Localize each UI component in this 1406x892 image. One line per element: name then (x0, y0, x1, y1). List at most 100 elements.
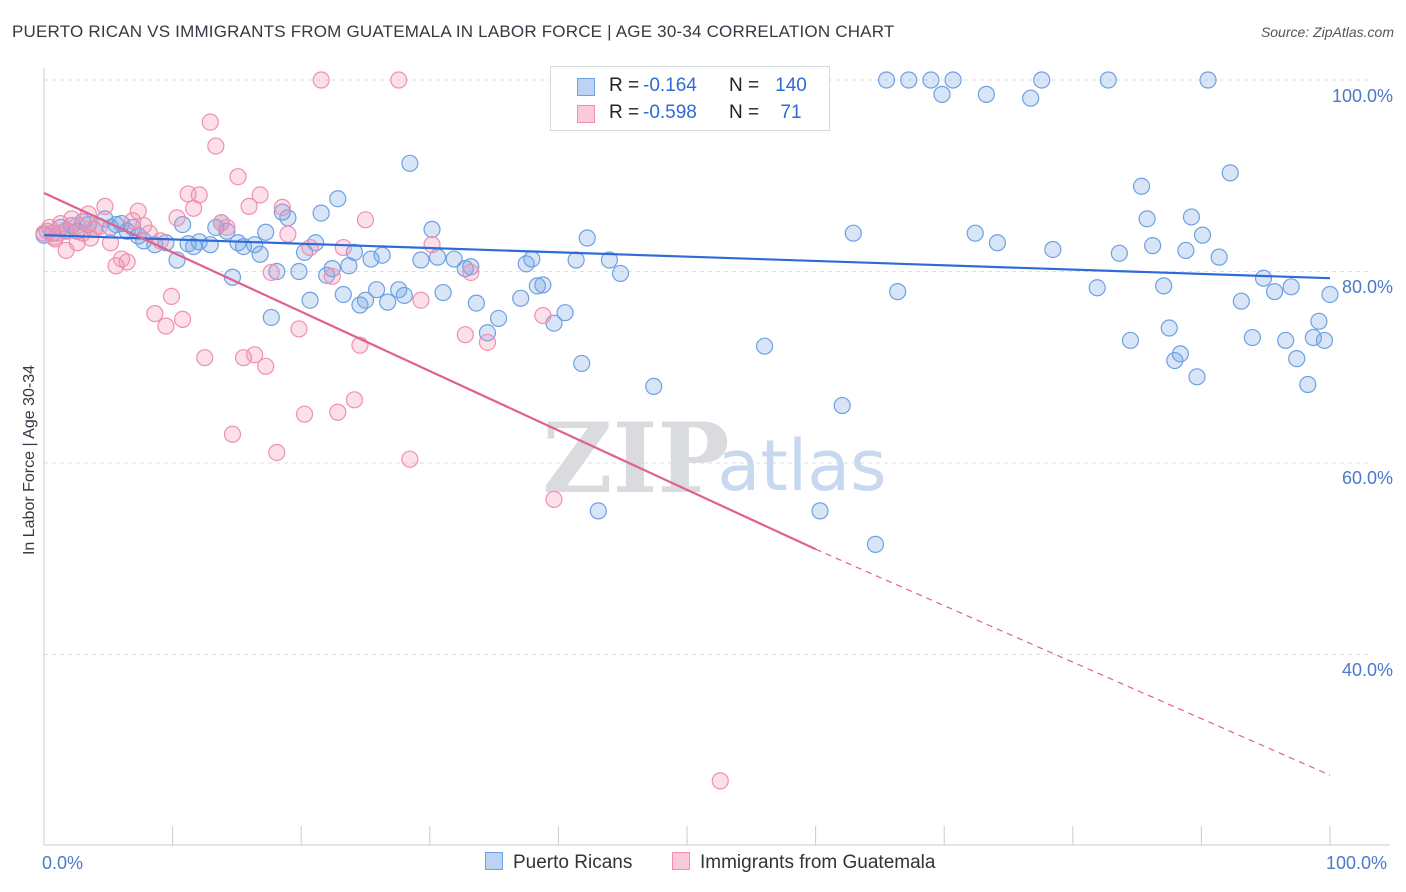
data-point-puerto-ricans (290, 262, 308, 281)
data-point-guatemala (545, 490, 563, 508)
data-point-puerto-ricans (190, 233, 208, 251)
data-point-guatemala (262, 263, 280, 282)
data-point-guatemala (201, 113, 219, 131)
data-point-puerto-ricans (1282, 278, 1300, 296)
data-point-puerto-ricans (1155, 277, 1173, 295)
data-point-puerto-ricans (1121, 331, 1140, 350)
n-value: 140 (775, 75, 807, 96)
data-point-puerto-ricans (312, 204, 330, 222)
data-point-puerto-ricans (977, 85, 995, 103)
data-point-guatemala (279, 225, 297, 243)
data-point-puerto-ricans (1160, 319, 1178, 337)
data-point-puerto-ricans (833, 396, 851, 415)
y-tick-label: 40.0% (1341, 660, 1393, 680)
data-point-guatemala (534, 306, 552, 325)
data-point-guatemala (312, 71, 330, 89)
data-point-puerto-ricans (512, 289, 530, 307)
y-tick-label: 60.0% (1341, 468, 1393, 488)
data-point-guatemala (390, 71, 408, 89)
data-point-puerto-ricans (567, 251, 585, 269)
data-point-guatemala (207, 137, 225, 155)
data-point-puerto-ricans (600, 251, 618, 269)
data-point-guatemala (456, 326, 474, 344)
watermark: ZIP atlas (542, 402, 886, 515)
data-point-puerto-ricans (379, 293, 397, 311)
data-point-guatemala (229, 168, 247, 186)
data-point-guatemala (162, 287, 181, 305)
data-point-puerto-ricans (351, 296, 369, 314)
data-point-puerto-ricans (246, 236, 264, 254)
data-point-guatemala (345, 391, 364, 409)
data-point-guatemala (96, 197, 114, 215)
data-point-puerto-ricans (756, 337, 774, 355)
data-point-puerto-ricans (556, 304, 574, 322)
data-point-puerto-ricans (811, 502, 829, 520)
data-point-puerto-ricans (1022, 89, 1040, 107)
data-point-puerto-ricans (318, 266, 336, 284)
data-point-puerto-ricans (1243, 328, 1261, 347)
data-point-puerto-ricans (1033, 71, 1051, 89)
data-point-puerto-ricans (1166, 351, 1184, 370)
data-point-puerto-ricans (523, 250, 541, 268)
data-point-guatemala (240, 197, 258, 215)
data-point-puerto-ricans (218, 222, 236, 240)
data-point-guatemala (401, 450, 419, 468)
data-point-puerto-ricans (1232, 292, 1250, 310)
data-point-guatemala (38, 222, 56, 240)
data-point-puerto-ricans (1221, 164, 1239, 182)
data-point-puerto-ricans (1138, 210, 1156, 228)
data-point-puerto-ricans (1088, 279, 1106, 297)
legend-item-puerto-ricans: Puerto Ricans (485, 852, 632, 874)
data-point-guatemala (478, 333, 497, 351)
trend-line-puerto-ricans (43, 234, 1331, 280)
data-point-puerto-ricans (1310, 312, 1328, 330)
data-point-puerto-ricans (1144, 237, 1162, 255)
x-tick-label: 0.0% (42, 853, 84, 873)
data-point-guatemala (173, 310, 192, 328)
r-value: -0.598 (643, 102, 697, 123)
data-point-puerto-ricans (534, 276, 552, 294)
data-point-puerto-ricans (877, 71, 896, 89)
r-label: R = (609, 102, 640, 123)
data-point-guatemala (251, 186, 269, 204)
data-point-guatemala (81, 229, 100, 247)
data-point-puerto-ricans (1182, 208, 1201, 226)
data-point-puerto-ricans (1199, 71, 1217, 89)
data-point-guatemala (218, 218, 236, 237)
data-point-puerto-ricans (645, 377, 663, 395)
data-point-guatemala (168, 209, 186, 227)
data-point-puerto-ricans (589, 502, 607, 520)
n-label: N = (729, 75, 760, 96)
data-point-puerto-ricans (517, 255, 535, 273)
data-point-puerto-ricans (329, 190, 347, 208)
chart-title: PUERTO RICAN VS IMMIGRANTS FROM GUATEMAL… (12, 22, 895, 41)
data-point-puerto-ricans (1132, 177, 1151, 195)
data-point-puerto-ricans (201, 236, 219, 254)
data-point-puerto-ricans (1188, 368, 1206, 386)
data-point-guatemala (234, 349, 253, 367)
data-point-guatemala (68, 234, 86, 252)
axes (43, 68, 1390, 846)
data-point-puerto-ricans (251, 245, 269, 263)
data-point-puerto-ricans (1277, 331, 1295, 350)
data-point-puerto-ricans (889, 283, 907, 301)
data-point-puerto-ricans (362, 250, 380, 268)
data-point-guatemala (423, 236, 441, 254)
data-point-puerto-ricans (844, 224, 862, 242)
data-point-puerto-ricans (489, 309, 508, 328)
data-point-puerto-ricans (307, 234, 325, 252)
legend-label: Immigrants from Guatemala (700, 852, 936, 873)
data-point-guatemala (68, 216, 86, 235)
data-point-puerto-ricans (345, 243, 364, 261)
data-point-puerto-ricans (573, 354, 591, 373)
data-point-puerto-ricans (445, 250, 463, 268)
series-guatemala-points (35, 71, 729, 790)
data-point-puerto-ricans (1193, 226, 1212, 244)
n-value: 71 (780, 102, 802, 123)
data-point-puerto-ricans (1304, 328, 1322, 347)
data-point-puerto-ricans (356, 291, 375, 309)
data-point-puerto-ricans (1265, 283, 1284, 301)
data-point-puerto-ricans (866, 535, 885, 553)
data-point-guatemala (246, 346, 264, 364)
